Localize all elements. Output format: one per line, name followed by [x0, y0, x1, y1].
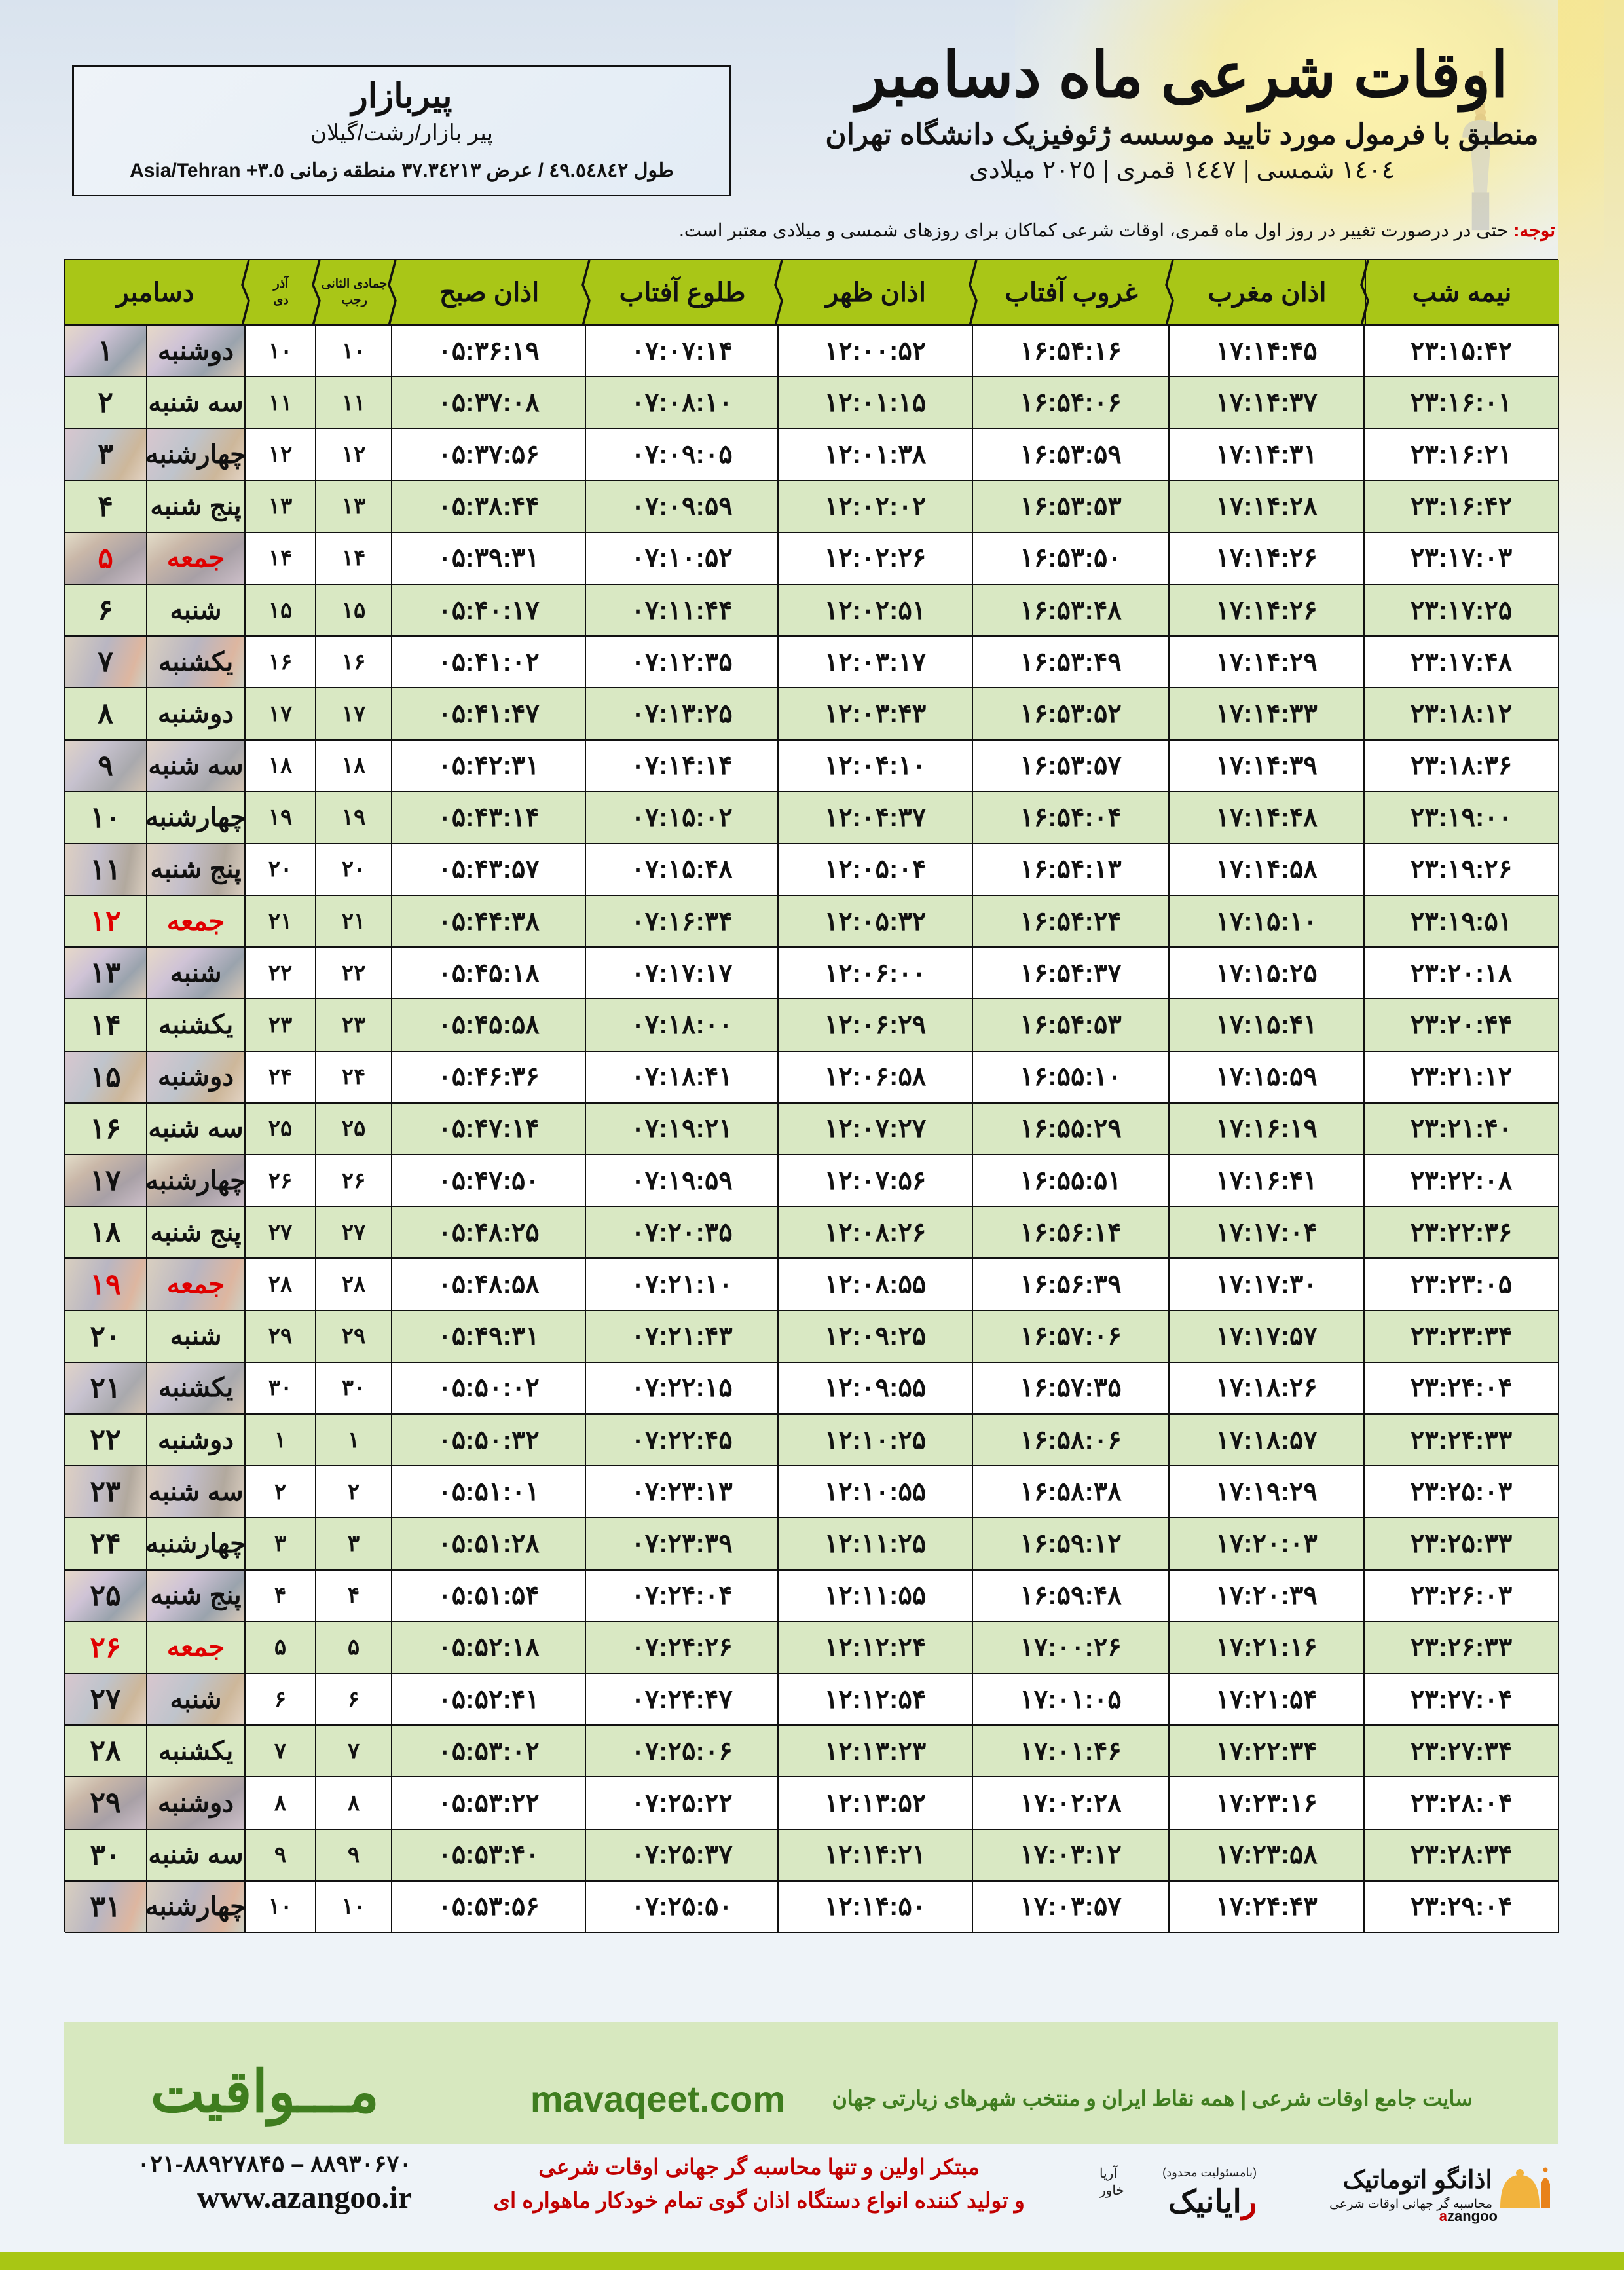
svg-text:(بامسئولیت محدود): (بامسئولیت محدود) — [1162, 2166, 1257, 2180]
svg-text:اذانگو اتوماتیک: اذانگو اتوماتیک — [1342, 2165, 1492, 2195]
svg-text:آریا: آریا — [1099, 2165, 1118, 2181]
svg-text:خاور: خاور — [1099, 2184, 1124, 2198]
svg-text:azangoo: azangoo — [1439, 2208, 1498, 2224]
